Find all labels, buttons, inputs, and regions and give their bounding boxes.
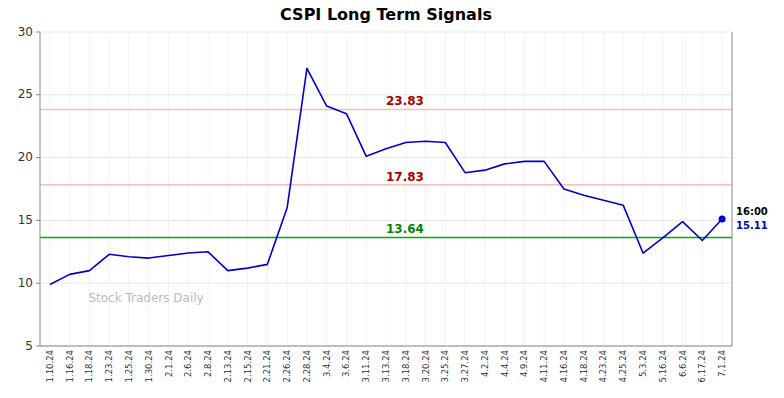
grid-line-x [267, 32, 268, 346]
grid-line-x [702, 32, 703, 346]
y-tick-label: 10 [18, 276, 33, 290]
x-tick-label: 1.10.24 [45, 350, 55, 382]
grid-line-x [425, 32, 426, 346]
grid-line-x [69, 32, 70, 346]
grid-line-x [662, 32, 663, 346]
reference-label: 13.64 [386, 222, 424, 236]
x-tick-label: 1.25.24 [124, 350, 134, 382]
x-tick-label: 3.6.24 [341, 350, 351, 377]
y-tick-label: 25 [18, 87, 33, 101]
x-tick-label: 4.9.24 [519, 350, 529, 377]
x-tick-label: 2.6.24 [183, 350, 193, 377]
x-tick-label: 3.4.24 [322, 350, 332, 377]
reference-line [40, 109, 732, 111]
title: CSPI Long Term Signals [280, 5, 492, 24]
grid-line-x [445, 32, 446, 346]
x-tick-label: 2.28.24 [302, 350, 312, 382]
y-tick-label: 30 [18, 25, 33, 39]
x-tick-label: 7.1.24 [717, 350, 727, 377]
grid-line-x [405, 32, 406, 346]
x-tick-label: 5.16.24 [658, 350, 668, 382]
x-tick-label: 3.18.24 [401, 350, 411, 382]
y-tick [36, 157, 40, 158]
plot-area [40, 68, 732, 284]
grid-line-x [722, 32, 723, 346]
grid-line-x [524, 32, 525, 346]
grid-line-x [603, 32, 604, 346]
reference-label: 17.83 [386, 170, 424, 184]
x-tick-label: 2.8.24 [203, 350, 213, 377]
y-tick-label: 20 [18, 150, 33, 164]
x-tick-label: 4.16.24 [559, 350, 569, 382]
x-tick-label: 1.18.24 [84, 350, 94, 382]
x-tick-label: 1.30.24 [144, 350, 154, 382]
grid-line-x [484, 32, 485, 346]
x-axis-line [40, 346, 732, 347]
x-tick-label: 2.21.24 [262, 350, 272, 382]
y-tick [36, 220, 40, 221]
grid-line-x [49, 32, 50, 346]
grid-line-x [287, 32, 288, 346]
watermark: Stock Traders Daily [88, 291, 203, 305]
grid-line-x [306, 32, 307, 346]
grid-line-x [227, 32, 228, 346]
y-tick-label: 5 [25, 339, 33, 353]
x-tick-label: 3.13.24 [381, 350, 391, 382]
x-tick-label: 6.17.24 [697, 350, 707, 382]
x-tick-label: 1.16.24 [65, 350, 75, 382]
x-tick-label: 1.23.24 [104, 350, 114, 382]
axes: 5 10 15 20 25 30 1.10.24 1.16.24 1.18.24 1.23.24 1… [18, 25, 732, 383]
y-tick [36, 94, 40, 95]
right-axis-line [732, 32, 733, 346]
grid-line-x [247, 32, 248, 346]
y-tick [36, 346, 40, 347]
reference-line [40, 237, 732, 239]
y-axis-line [40, 32, 41, 346]
grid-line-x [465, 32, 466, 346]
x-tick-label: 3.20.24 [421, 350, 431, 382]
grid-line-x [386, 32, 387, 346]
grid-line-x [366, 32, 367, 346]
x-tick-label: 4.25.24 [618, 350, 628, 382]
x-tick-label: 4.18.24 [579, 350, 589, 382]
grid [40, 32, 732, 346]
grid-line-x [208, 32, 209, 346]
x-tick-label: 5.3.24 [638, 350, 648, 377]
x-tick-label: 2.1.24 [164, 350, 174, 377]
reference-label: 23.83 [386, 94, 424, 108]
grid-line-x [682, 32, 683, 346]
x-tick-label: 4.4.24 [500, 350, 510, 377]
last-time-label: 16:00 [736, 206, 768, 217]
x-tick-label: 6.6.24 [678, 350, 688, 377]
grid-line-x [583, 32, 584, 346]
grid-line-x [544, 32, 545, 346]
x-tick-label: 4.11.24 [539, 350, 549, 382]
reference-line [40, 184, 732, 186]
price-line [50, 68, 722, 284]
last-value-label: 15.11 [736, 220, 768, 231]
x-tick-label: 2.15.24 [243, 350, 253, 382]
y-tick [36, 32, 40, 33]
grid-line-x [623, 32, 624, 346]
x-tick-label: 3.11.24 [361, 350, 371, 382]
x-tick-label: 4.23.24 [598, 350, 608, 382]
grid-line-x [643, 32, 644, 346]
x-tick-label: 3.25.24 [440, 350, 450, 382]
x-tick-label: 4.2.24 [480, 350, 490, 377]
x-tick-label: 2.13.24 [223, 350, 233, 382]
y-tick-label: 15 [18, 213, 33, 227]
chart: Stock Traders Daily 23.83 17.83 13.64 5 10 15 2… [0, 0, 784, 398]
grid-line-y [40, 346, 732, 347]
x-tick-label: 3.27.24 [460, 350, 470, 382]
grid-line-x [504, 32, 505, 346]
grid-line-x [326, 32, 327, 346]
x-tick-label: 2.26.24 [282, 350, 292, 382]
grid-line-x [346, 32, 347, 346]
last-point [719, 216, 726, 223]
y-tick [36, 283, 40, 284]
